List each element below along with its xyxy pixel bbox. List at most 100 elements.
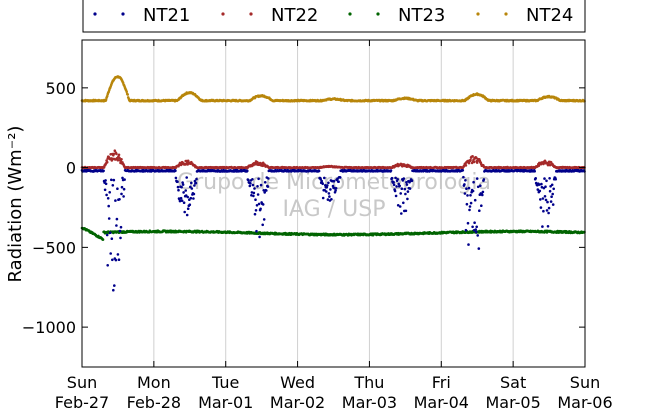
data-point bbox=[115, 217, 119, 221]
data-point bbox=[120, 185, 124, 189]
x-axis: SunFeb-27MonFeb-28TueMar-01WedMar-02ThuM… bbox=[55, 40, 613, 409]
data-point bbox=[389, 169, 393, 172]
data-point bbox=[325, 190, 328, 193]
legend-entry-nt23: NT23 bbox=[348, 5, 445, 26]
data-point bbox=[400, 187, 404, 190]
data-point bbox=[115, 152, 118, 156]
data-point bbox=[398, 205, 402, 208]
data-point bbox=[536, 188, 540, 191]
data-point bbox=[192, 192, 196, 196]
data-point bbox=[396, 178, 400, 181]
data-point bbox=[186, 207, 190, 210]
data-point bbox=[179, 196, 183, 200]
x-tick-date-label: Mar-05 bbox=[485, 393, 540, 409]
data-point bbox=[403, 187, 407, 191]
data-point bbox=[551, 203, 555, 206]
data-point bbox=[475, 225, 479, 229]
data-point bbox=[466, 221, 470, 225]
data-point bbox=[327, 192, 331, 195]
data-point bbox=[176, 185, 180, 189]
data-point bbox=[174, 176, 178, 180]
data-point bbox=[122, 187, 126, 191]
data-point bbox=[406, 197, 409, 201]
data-point bbox=[263, 181, 267, 184]
data-point bbox=[118, 156, 121, 160]
data-point bbox=[177, 188, 180, 192]
data-point bbox=[472, 160, 476, 164]
data-point bbox=[326, 198, 330, 201]
data-point bbox=[180, 185, 183, 189]
data-point bbox=[548, 189, 552, 193]
data-point bbox=[251, 183, 255, 187]
data-point bbox=[253, 212, 257, 216]
data-point bbox=[399, 192, 403, 195]
data-point bbox=[476, 234, 480, 237]
data-point bbox=[549, 200, 553, 203]
data-point bbox=[116, 187, 119, 190]
data-point bbox=[106, 197, 110, 200]
y-axis: 500 0 −500 −1000 bbox=[22, 79, 585, 337]
data-point bbox=[482, 178, 486, 181]
series-nt22 bbox=[80, 149, 586, 170]
data-point bbox=[123, 178, 126, 181]
data-point bbox=[185, 213, 189, 217]
data-point bbox=[545, 209, 549, 212]
data-point bbox=[253, 187, 256, 190]
series-nt23 bbox=[80, 226, 586, 241]
x-tick-day-label: Sat bbox=[500, 373, 526, 392]
y-tick-label: −500 bbox=[32, 238, 76, 257]
watermark-line: Grupo de Micrometeorologia bbox=[177, 170, 491, 195]
data-point bbox=[538, 183, 541, 186]
data-point bbox=[472, 180, 475, 184]
data-point bbox=[116, 253, 120, 256]
data-point bbox=[537, 164, 541, 167]
x-tick-date-label: Feb-27 bbox=[55, 393, 109, 409]
data-point bbox=[186, 195, 189, 199]
data-point bbox=[108, 191, 111, 194]
data-point bbox=[469, 194, 472, 197]
data-point bbox=[545, 179, 548, 183]
data-point bbox=[478, 209, 481, 212]
data-point bbox=[471, 225, 474, 229]
data-point bbox=[104, 182, 108, 186]
data-point bbox=[112, 152, 116, 156]
data-point bbox=[105, 233, 109, 237]
x-tick-day-label: Tue bbox=[211, 373, 239, 392]
data-point bbox=[107, 217, 111, 220]
legend-entry-nt24: NT24 bbox=[476, 5, 573, 26]
legend-label-nt21: NT21 bbox=[143, 5, 190, 26]
plot-frame bbox=[81, 39, 586, 368]
data-point bbox=[250, 194, 253, 197]
legend-label-nt24: NT24 bbox=[526, 5, 573, 26]
data-point bbox=[182, 191, 185, 194]
data-point bbox=[192, 197, 195, 200]
data-point bbox=[182, 201, 186, 204]
x-tick-date-label: Feb-28 bbox=[127, 393, 181, 409]
data-point bbox=[475, 177, 479, 180]
x-tick-day-label: Thu bbox=[353, 373, 384, 392]
x-tick-day-label: Fri bbox=[432, 373, 451, 392]
data-point bbox=[474, 228, 478, 231]
data-point bbox=[471, 189, 475, 193]
x-tick-day-label: Mon bbox=[137, 373, 171, 392]
data-point bbox=[546, 225, 550, 228]
data-point bbox=[393, 189, 397, 193]
data-point bbox=[550, 195, 553, 198]
data-point bbox=[255, 204, 259, 207]
y-axis-label: Radiation (Wm⁻²) bbox=[5, 126, 26, 283]
data-point bbox=[394, 194, 398, 198]
data-point bbox=[190, 181, 193, 185]
data-point bbox=[466, 194, 469, 197]
data-point bbox=[252, 194, 255, 198]
data-point bbox=[471, 155, 474, 158]
watermark-line: IAG / USP bbox=[283, 197, 386, 222]
data-point bbox=[473, 221, 476, 224]
data-point bbox=[541, 197, 545, 200]
data-point bbox=[108, 231, 112, 234]
data-point bbox=[332, 179, 336, 183]
data-point bbox=[467, 161, 471, 165]
data-point bbox=[181, 183, 185, 186]
data-point bbox=[194, 181, 198, 185]
data-point bbox=[117, 258, 121, 262]
